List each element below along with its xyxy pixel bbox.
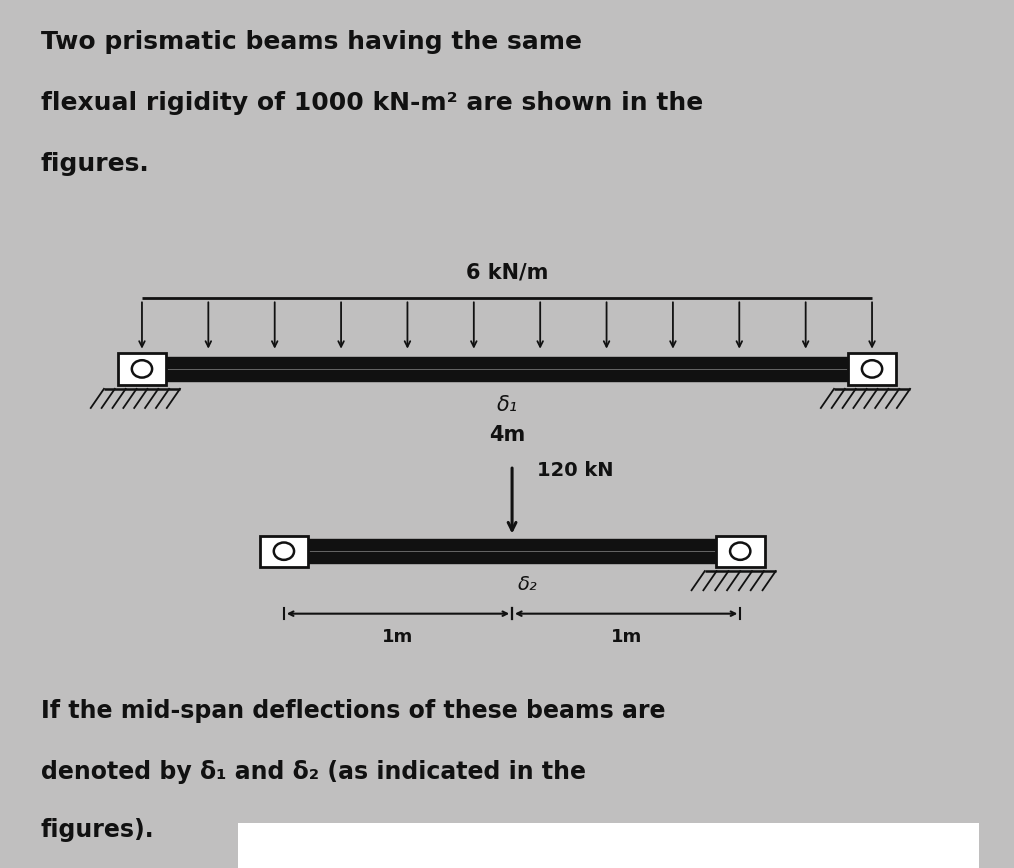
Text: figures).: figures). bbox=[41, 818, 154, 842]
Text: 1m: 1m bbox=[610, 628, 642, 646]
Text: figures.: figures. bbox=[41, 152, 149, 176]
Text: 120 kN: 120 kN bbox=[537, 461, 613, 480]
Text: δ₂: δ₂ bbox=[517, 575, 537, 595]
Text: Two prismatic beams having the same: Two prismatic beams having the same bbox=[41, 30, 582, 55]
FancyBboxPatch shape bbox=[848, 353, 896, 385]
Text: 4m: 4m bbox=[489, 425, 525, 445]
Text: 6 kN/m: 6 kN/m bbox=[465, 262, 549, 282]
Text: denoted by δ₁ and δ₂ (as indicated in the: denoted by δ₁ and δ₂ (as indicated in th… bbox=[41, 760, 585, 784]
FancyBboxPatch shape bbox=[716, 536, 765, 567]
FancyBboxPatch shape bbox=[118, 353, 166, 385]
Text: 1m: 1m bbox=[382, 628, 414, 646]
Text: δ₁: δ₁ bbox=[497, 395, 517, 415]
Bar bbox=[238, 823, 979, 868]
Text: If the mid-span deflections of these beams are: If the mid-span deflections of these bea… bbox=[41, 699, 665, 723]
Text: flexual rigidity of 1000 kN-m² are shown in the: flexual rigidity of 1000 kN-m² are shown… bbox=[41, 91, 703, 115]
FancyBboxPatch shape bbox=[260, 536, 308, 567]
